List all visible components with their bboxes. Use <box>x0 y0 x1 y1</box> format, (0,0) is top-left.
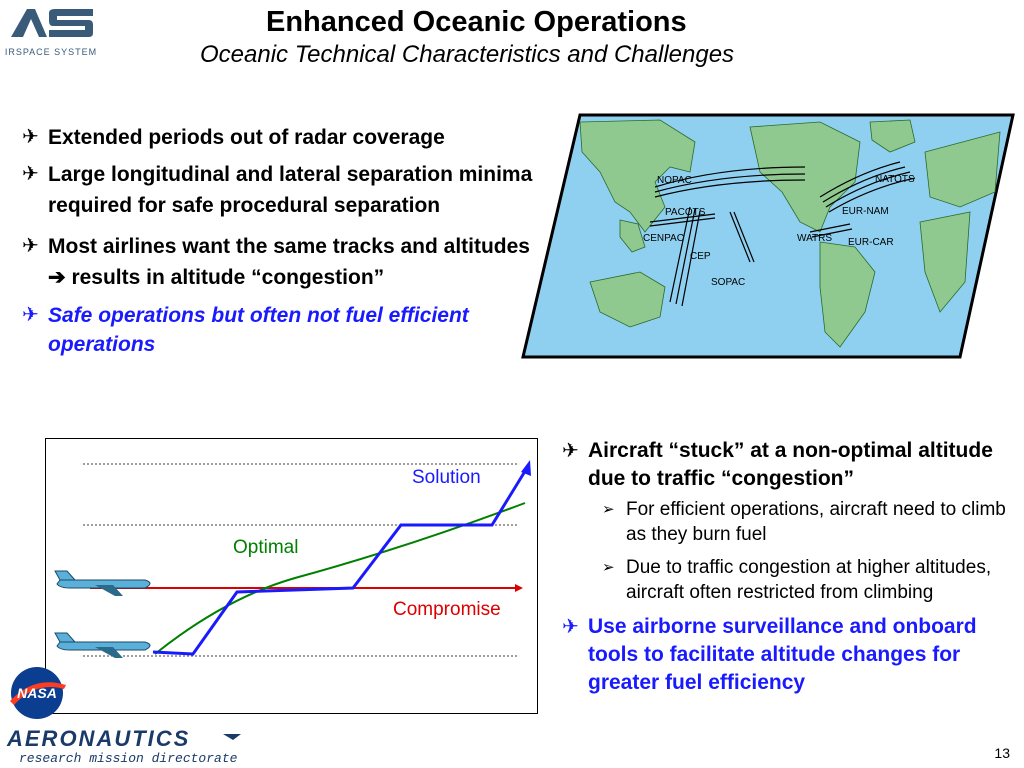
map-label-eur-nam: EUR-NAM <box>842 206 889 217</box>
right-arrow-icon: ➔ <box>48 266 66 289</box>
bullet-item: ✈ Extended periods out of radar coverage <box>22 122 534 153</box>
bullet-item: ✈ Large longitudinal and lateral separat… <box>22 159 534 221</box>
right-bullet-list: ✈ Aircraft “stuck” at a non-optimal alti… <box>562 437 1018 703</box>
bullet-item: ✈ Aircraft “stuck” at a non-optimal alti… <box>562 439 993 490</box>
oceanic-routes-map: NOPAC PACOTS CENPAC CEP SOPAC NATOTS EUR… <box>521 113 1015 359</box>
arrowhead-bullet-icon: ➢ <box>602 501 615 518</box>
map-label-nopac: NOPAC <box>657 175 692 186</box>
left-bullet-list: ✈ Extended periods out of radar coverage… <box>22 122 534 365</box>
airspace-systems-logo: AIRSPACE SYSTEMS <box>5 9 97 57</box>
airplane-bullet-icon: ✈ <box>22 126 39 148</box>
altitude-profile-diagram: Solution Optimal Compromise <box>45 438 538 714</box>
airplane-bullet-icon: ✈ <box>562 440 579 462</box>
sub-bullet-item: ➢ Due to traffic congestion at higher al… <box>602 557 992 603</box>
map-label-cenpac: CENPAC <box>643 233 684 244</box>
chart-label-solution: Solution <box>412 467 481 488</box>
nasa-text: NASA <box>17 685 57 701</box>
optimal-curve <box>154 502 526 655</box>
airplane-bullet-icon: ✈ <box>22 235 39 257</box>
map-label-eur-car: EUR-CAR <box>848 237 894 248</box>
nasa-logo: NASA <box>10 667 66 719</box>
sub-bullet-item: ➢ For efficient operations, aircraft nee… <box>602 499 1006 545</box>
airplane-bullet-icon: ✈ <box>22 163 39 185</box>
slide-title: Enhanced Oceanic Operations <box>266 6 687 38</box>
aeronautics-text: AERONAUTICS <box>6 728 190 751</box>
aeronautics-logo: AERONAUTICS research mission directorate <box>6 728 241 766</box>
map-label-cep: CEP <box>690 251 711 262</box>
airplane-icon <box>54 632 151 658</box>
logo-text: AIRSPACE SYSTEMS <box>5 47 97 57</box>
slide-subtitle: Oceanic Technical Characteristics and Ch… <box>200 41 735 68</box>
bullet-item-highlight: ✈ Safe operations but often not fuel eff… <box>22 301 534 359</box>
airplane-bullet-icon: ✈ <box>562 616 579 638</box>
page-number: 13 <box>994 745 1010 761</box>
map-label-sopac: SOPAC <box>711 277 745 288</box>
aeronautics-subtext: research mission directorate <box>19 751 238 766</box>
map-label-natots: NATOTS <box>875 174 915 185</box>
bullet-item: ✈ Most airlines want the same tracks and… <box>22 231 534 293</box>
solution-path <box>152 467 529 656</box>
bullet-item-highlight: ✈ Use airborne surveillance and onboard … <box>562 615 977 694</box>
slide-title-block: Enhanced Oceanic Operations Oceanic Tech… <box>200 6 900 69</box>
chart-label-compromise: Compromise <box>393 599 501 620</box>
map-label-pacots: PACOTS <box>665 207 706 218</box>
arrowhead-bullet-icon: ➢ <box>602 559 615 576</box>
airplane-bullet-icon: ✈ <box>22 304 39 326</box>
map-label-watrs: WATRS <box>797 233 832 244</box>
airplane-icon <box>54 570 151 596</box>
chart-label-optimal: Optimal <box>233 537 298 558</box>
